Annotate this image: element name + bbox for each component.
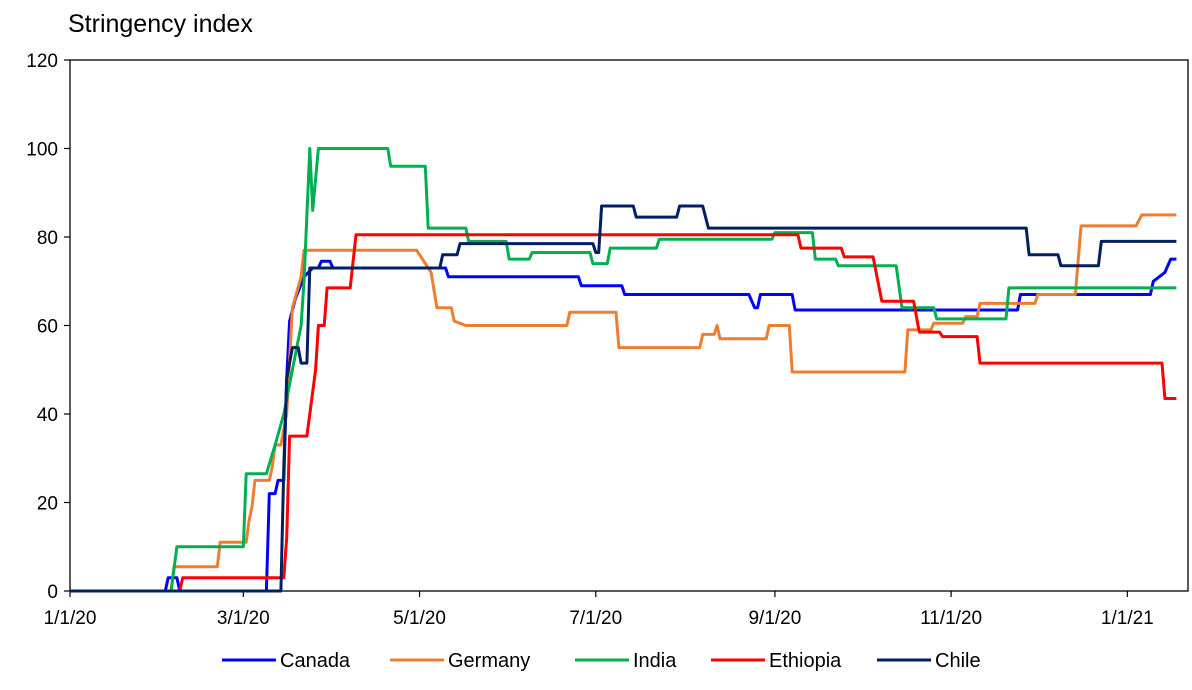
x-axis: 1/1/20 3/1/20 5/1/20 7/1/20 9/1/20 11/1/20 1/1… bbox=[44, 591, 1154, 629]
y-tick-label: 0 bbox=[47, 582, 58, 603]
legend-label-germany: Germany bbox=[448, 650, 530, 672]
plot-border bbox=[69, 59, 1189, 592]
legend-label-ethiopia: Ethiopia bbox=[769, 650, 842, 672]
y-axis: 0 20 40 60 80 100 120 bbox=[26, 51, 70, 603]
legend-label-chile: Chile bbox=[935, 650, 981, 672]
x-tick-label: 9/1/20 bbox=[748, 608, 801, 629]
y-tick-label: 80 bbox=[37, 228, 58, 249]
y-tick-label: 60 bbox=[37, 317, 58, 338]
legend-label-india: India bbox=[633, 650, 677, 672]
x-tick-label: 5/1/20 bbox=[393, 608, 446, 629]
series-lines bbox=[70, 147, 1177, 593]
x-tick-label: 3/1/20 bbox=[217, 608, 270, 629]
series-line-ethiopia bbox=[70, 233, 1177, 593]
series-line-india bbox=[70, 147, 1177, 593]
legend-label-canada: Canada bbox=[280, 650, 351, 672]
x-tick-label: 1/1/20 bbox=[44, 608, 97, 629]
series-line-chile bbox=[70, 204, 1177, 593]
x-tick-label: 11/1/20 bbox=[920, 608, 982, 629]
y-tick-label: 120 bbox=[26, 51, 58, 72]
legend: Canada Germany India Ethiopia Chile bbox=[222, 650, 981, 672]
x-tick-label: 7/1/20 bbox=[569, 608, 622, 629]
plot-area bbox=[69, 59, 1189, 592]
chart-title: Stringency index bbox=[68, 10, 253, 38]
series-line-germany bbox=[70, 213, 1177, 593]
y-tick-label: 100 bbox=[26, 140, 58, 161]
x-tick-label: 1/1/21 bbox=[1101, 608, 1154, 629]
y-tick-label: 20 bbox=[37, 494, 58, 515]
y-tick-label: 40 bbox=[37, 405, 58, 426]
